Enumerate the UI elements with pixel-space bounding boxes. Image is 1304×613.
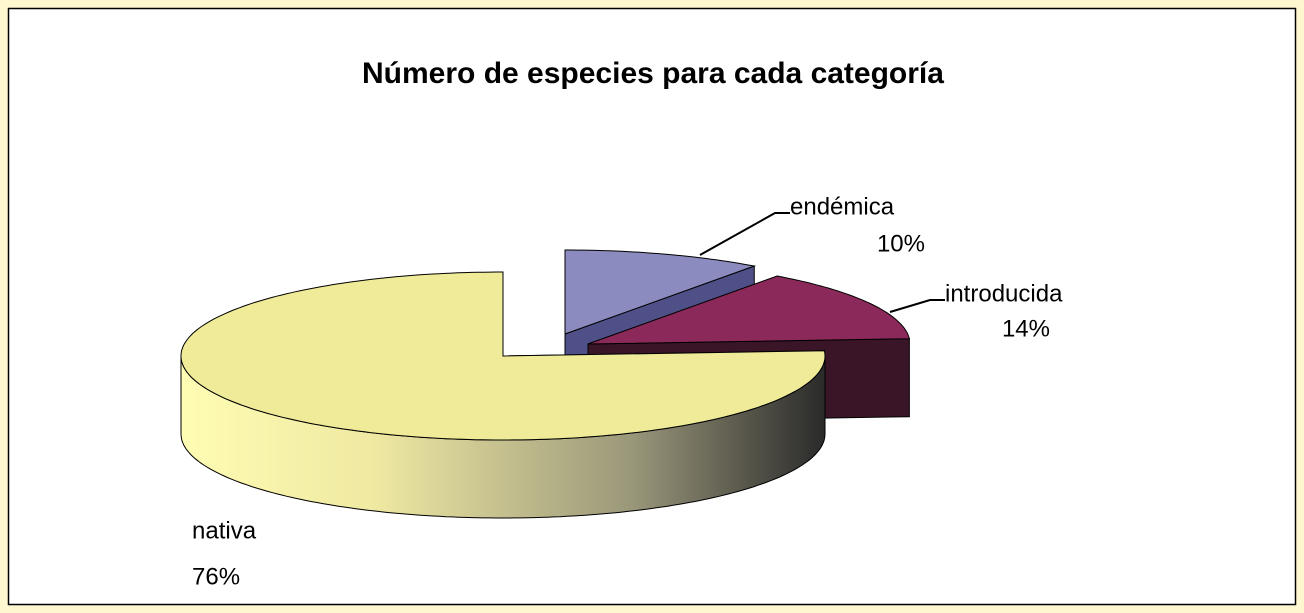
data-label-name: nativa <box>192 517 257 544</box>
data-label-name: introducida <box>945 280 1063 307</box>
slice <box>587 275 911 345</box>
data-label-value: 76% <box>192 563 240 590</box>
leader-line <box>889 299 945 313</box>
data-label-value: 10% <box>877 230 925 257</box>
leader-line <box>699 212 790 256</box>
data-label-name: endémica <box>790 193 895 220</box>
slice <box>564 249 757 335</box>
slice <box>180 271 826 441</box>
chart-title: Número de especies para cada categoría <box>362 57 944 90</box>
data-label-value: 14% <box>1002 315 1050 342</box>
